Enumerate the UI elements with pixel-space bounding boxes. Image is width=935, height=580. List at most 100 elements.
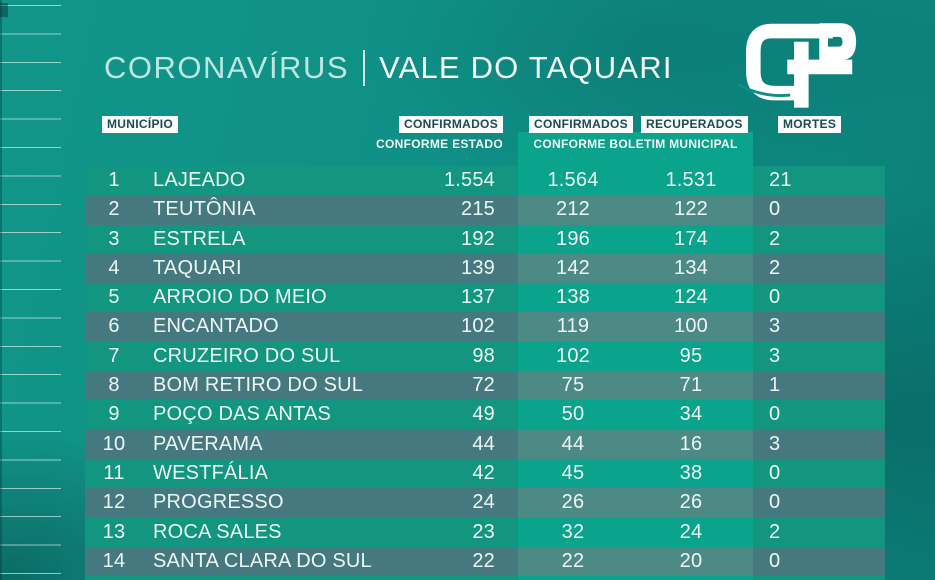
confirmed-municipal-value: 138 — [556, 286, 590, 309]
recovered-value: 38 — [679, 461, 703, 484]
table-row: 13 ROCA SALES 23 32 24 2 — [85, 517, 885, 547]
deaths-value: 0 — [769, 461, 781, 484]
confirmed-state-value: 1.554 — [443, 169, 495, 191]
recovered-value: 100 — [674, 315, 708, 338]
deaths-value: 21 — [769, 169, 792, 191]
confirmed-state-value: 24 — [472, 491, 495, 514]
table-row: 3 ESTRELA 192 196 174 2 — [85, 224, 885, 254]
row-rank: 8 — [108, 374, 120, 397]
confirmed-municipal-value: 119 — [556, 315, 590, 338]
municipal-bulletin-band: 75 71 — [518, 371, 753, 401]
municipal-bulletin-band: 26 26 — [518, 488, 753, 518]
municipal-bulletin-header-band — [518, 132, 753, 166]
confirmed-state-value: 192 — [461, 227, 495, 250]
confirmed-state-value: 137 — [461, 286, 495, 309]
corner-notch — [0, 3, 8, 17]
confirmed-state-value: 139 — [461, 256, 495, 279]
row-rank: 6 — [108, 315, 120, 338]
municipal-bulletin-band: 142 134 — [518, 253, 753, 284]
confirmed-municipal-value: 75 — [561, 374, 585, 397]
municipal-bulletin-band: 22 20 — [518, 546, 753, 577]
row-rank: 11 — [103, 461, 125, 484]
table-row: 5 ARROIO DO MEIO 137 138 124 0 — [85, 283, 885, 313]
municipal-bulletin-band: 1.564 1.531 — [518, 166, 753, 196]
municipality-name: TAQUARI — [153, 256, 242, 279]
confirmed-municipal-value: 32 — [561, 520, 585, 543]
row-rank: 13 — [102, 520, 126, 543]
municipality-table: 1 LAJEADO 1.554 1.564 1.531 21 2 TEUTÔNIA 215 212… — [85, 166, 885, 580]
municipal-bulletin-band: 50 34 — [518, 400, 753, 430]
confirmed-state-value: 23 — [472, 520, 495, 543]
row-rank: 12 — [102, 491, 126, 514]
column-header-confirmados-municipal: CONFIRMADOS — [529, 116, 633, 133]
deaths-value: 2 — [769, 520, 781, 543]
left-edge-line — [0, 0, 2, 580]
gp-logo-icon — [732, 18, 860, 112]
recovered-value: 134 — [674, 256, 708, 279]
municipal-bulletin-band: 44 16 — [518, 429, 753, 459]
confirmed-state-value: 215 — [461, 198, 495, 221]
municipality-name: PROGRESSO — [153, 491, 284, 514]
deaths-value: 0 — [769, 491, 781, 514]
column-header-municipio: MUNICÍPIO — [102, 116, 179, 133]
recovered-value: 124 — [674, 286, 708, 309]
municipality-name: BOM RETIRO DO SUL — [153, 374, 364, 397]
confirmed-municipal-value: 142 — [556, 256, 590, 279]
table-row: 2 TEUTÔNIA 215 212 122 0 — [85, 195, 885, 225]
deaths-value: 2 — [769, 227, 781, 250]
municipality-name: SANTA CLARA DO SUL — [153, 549, 372, 572]
municipal-bulletin-band: 212 122 — [518, 195, 753, 225]
municipality-name: TEUTÔNIA — [153, 198, 256, 221]
table-row: 7 CRUZEIRO DO SUL 98 102 95 3 — [85, 341, 885, 372]
column-header-confirmados-estado: CONFIRMADOS — [399, 116, 503, 133]
recovered-value: 24 — [679, 520, 703, 543]
recovered-value: 122 — [674, 198, 708, 221]
deaths-value: 2 — [769, 256, 781, 279]
caption-conforme-estado: CONFORME ESTADO — [376, 137, 503, 151]
row-rank: 14 — [102, 549, 126, 572]
confirmed-municipal-value: 26 — [561, 491, 585, 514]
page-title: CORONAVÍRUS VALE DO TAQUARI — [104, 50, 673, 86]
municipal-bulletin-band: 102 95 — [518, 341, 753, 372]
recovered-value: 71 — [679, 374, 703, 397]
table-row: 9 POÇO DAS ANTAS 49 50 34 0 — [85, 400, 885, 430]
municipality-name: PAVERAMA — [153, 432, 263, 455]
confirmed-municipal-value: 44 — [561, 432, 585, 455]
title-coronavirus: CORONAVÍRUS — [104, 50, 350, 85]
municipal-bulletin-band: 138 124 — [518, 283, 753, 313]
confirmed-municipal-value: 45 — [561, 461, 585, 484]
municipality-name: ESTRELA — [153, 227, 246, 250]
row-rank: 1 — [108, 169, 120, 191]
confirmed-state-value: 42 — [472, 461, 495, 484]
municipality-name: ENCANTADO — [153, 315, 279, 338]
deaths-value: 3 — [769, 315, 781, 338]
recovered-value: 1.531 — [665, 169, 717, 191]
confirmed-state-value: 98 — [472, 344, 495, 367]
row-rank: 5 — [108, 286, 120, 309]
recovered-value: 16 — [679, 432, 703, 455]
recovered-value: 34 — [679, 403, 703, 426]
table-row: 8 BOM RETIRO DO SUL 72 75 71 1 — [85, 371, 885, 401]
caption-conforme-boletim-municipal: CONFORME BOLETIM MUNICIPAL — [533, 137, 738, 151]
confirmed-municipal-value: 102 — [556, 344, 590, 367]
confirmed-state-value: 102 — [461, 315, 495, 338]
table-row: 10 PAVERAMA 44 44 16 3 — [85, 429, 885, 459]
deaths-value: 3 — [769, 344, 781, 367]
confirmed-municipal-value: 196 — [556, 227, 590, 250]
table-row: 12 PROGRESSO 24 26 26 0 — [85, 488, 885, 518]
deaths-value: 3 — [769, 432, 781, 455]
left-ruler-lines — [0, 5, 61, 575]
confirmed-municipal-value: 212 — [556, 198, 590, 221]
confirmed-state-value: 44 — [472, 432, 495, 455]
municipality-name: CRUZEIRO DO SUL — [153, 344, 341, 367]
recovered-value: 26 — [679, 491, 703, 514]
table-row-partial — [85, 576, 885, 580]
municipality-name: ROCA SALES — [153, 520, 282, 543]
confirmed-state-value: 72 — [472, 374, 495, 397]
column-header-mortes: MORTES — [778, 116, 842, 133]
deaths-value: 0 — [769, 286, 781, 309]
row-rank: 2 — [108, 198, 120, 221]
deaths-value: 0 — [769, 549, 781, 572]
row-rank: 3 — [108, 227, 120, 250]
row-rank: 9 — [108, 403, 120, 426]
